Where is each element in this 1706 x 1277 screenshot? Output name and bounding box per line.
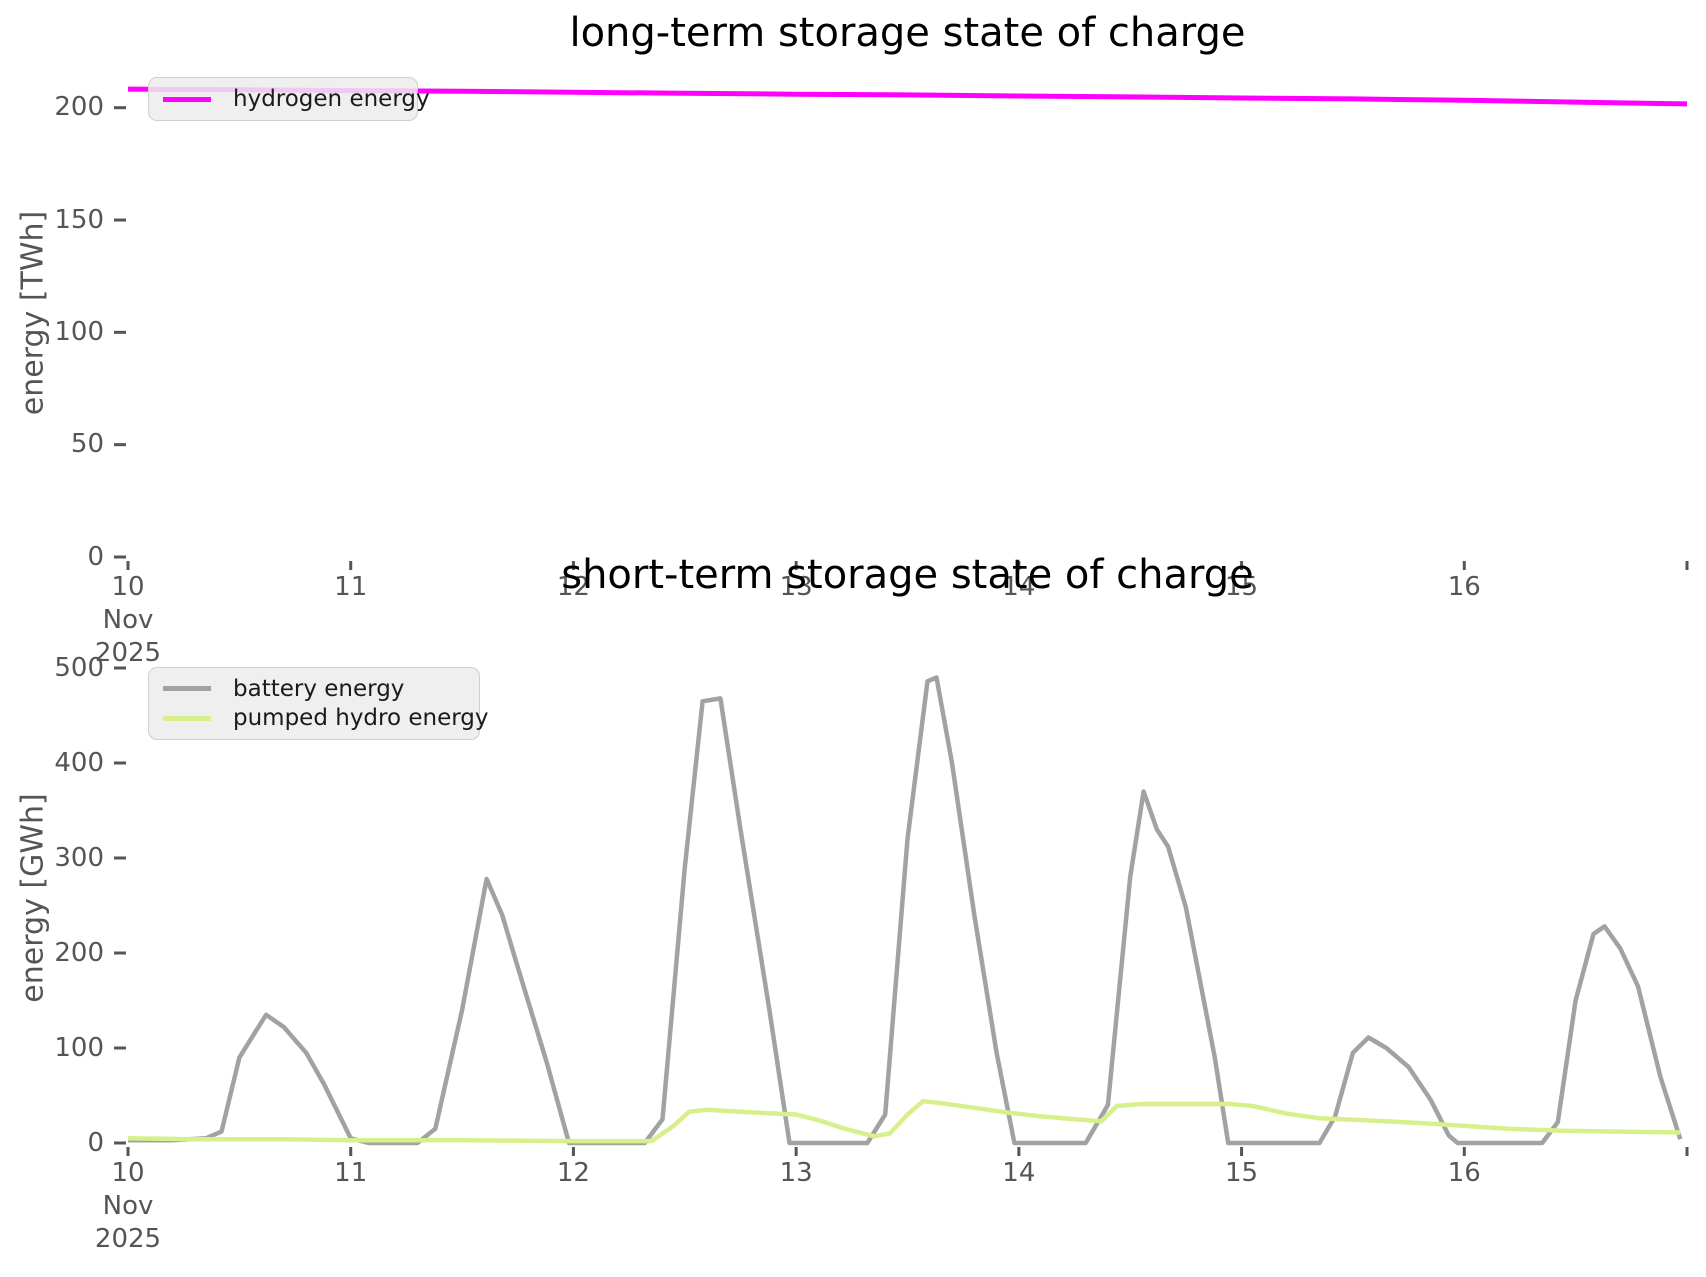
y-axis-label-twh: energy [TWh]	[15, 210, 51, 416]
pumped-hydro-line-swatch	[163, 715, 211, 721]
chart-title-long-term: long-term storage state of charge	[569, 10, 1246, 56]
battery-line-swatch	[163, 686, 211, 692]
short-term-chart-lines	[114, 666, 1689, 1156]
legend-short-term: battery energy pumped hydro energy	[148, 667, 489, 740]
legend-label-pumped-hydro-energy: pumped hydro energy	[233, 705, 489, 732]
y-axis-label-gwh: energy [GWh]	[15, 793, 51, 1003]
long-term-chart-lines	[114, 86, 1689, 570]
series-line-pumped-hydro-energy	[127, 1098, 1681, 1144]
legend-long-term: hydrogen energy	[148, 77, 430, 121]
chart-title-short-term: short-term storage state of charge	[561, 552, 1254, 598]
legend-item-pumped-hydro-energy: pumped hydro energy	[163, 705, 489, 731]
legend-label-battery-energy: battery energy	[233, 675, 405, 702]
legend-item-battery-energy: battery energy	[163, 676, 465, 702]
series-line-battery-energy	[128, 675, 1683, 1146]
hydrogen-line-swatch	[163, 96, 211, 102]
legend-item-hydrogen-energy: hydrogen energy	[163, 86, 430, 112]
legend-label-hydrogen-energy: hydrogen energy	[233, 86, 430, 112]
